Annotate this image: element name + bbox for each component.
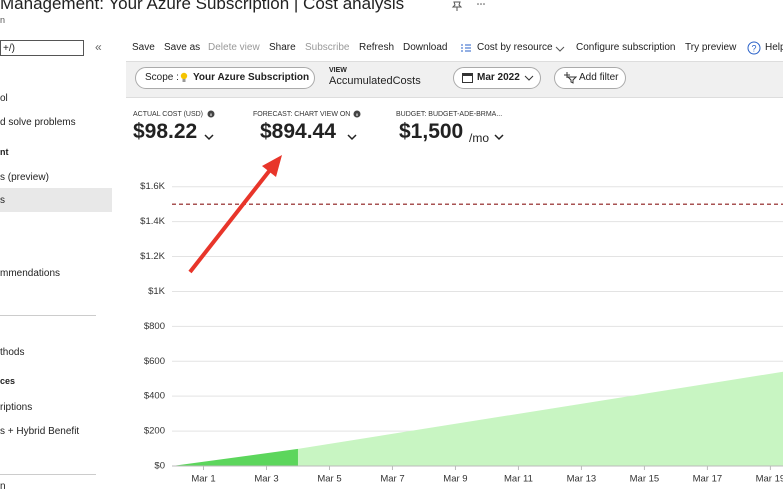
kpi-label: BUDGET: BUDGET-ADE-BRMA... xyxy=(396,111,503,118)
bulb-icon xyxy=(180,72,188,82)
x-tick-label: Mar 1 xyxy=(191,474,215,485)
y-tick-label: $1.4K xyxy=(140,216,165,227)
toolbar-button[interactable]: Help xyxy=(765,42,783,53)
toolbar-button[interactable]: Save xyxy=(132,42,155,53)
x-tick-label: Mar 19 xyxy=(756,474,783,485)
toolbar-button[interactable]: Delete view xyxy=(208,42,260,53)
page-subtitle: n xyxy=(0,15,6,25)
nav-item[interactable]: s + Hybrid Benefit xyxy=(0,426,80,437)
info-icon xyxy=(207,110,215,118)
kpi-label: FORECAST: CHART VIEW ON xyxy=(253,111,351,118)
toolbar-button[interactable]: Share xyxy=(269,42,296,53)
separator xyxy=(0,315,96,316)
info-icon xyxy=(353,110,361,118)
y-tick-label: $800 xyxy=(144,321,165,332)
page-title: Management: Your Azure Subscription | Co… xyxy=(0,0,405,13)
chevron xyxy=(524,75,534,81)
area xyxy=(172,448,298,466)
scope-label: Scope : xyxy=(145,72,179,83)
calendar-icon xyxy=(462,73,473,83)
nav-item[interactable]: s (preview) xyxy=(0,172,49,183)
nav-item[interactable]: mmendations xyxy=(0,268,61,279)
filter-icon xyxy=(564,72,577,84)
help-icon: ? xyxy=(747,41,761,55)
chevron xyxy=(347,134,357,141)
kpi-unit: /mo xyxy=(469,131,490,145)
toolbar-button[interactable]: Try preview xyxy=(685,42,737,53)
date-pill[interactable]: Mar 2022 xyxy=(453,67,541,89)
toolbar-button[interactable]: Refresh xyxy=(359,42,395,53)
date-value: Mar 2022 xyxy=(477,72,520,83)
nav-item[interactable]: s xyxy=(0,195,5,206)
nav-item[interactable]: n xyxy=(0,481,6,492)
x-tick-label: Mar 7 xyxy=(380,474,404,485)
y-tick-label: $1.2K xyxy=(140,251,165,262)
view-value[interactable]: AccumulatedCosts xyxy=(329,75,421,87)
y-tick-label: $1K xyxy=(148,286,166,297)
title-icons[interactable] xyxy=(450,0,490,12)
view-label: VIEW xyxy=(329,67,347,74)
toolbar-button[interactable]: Download xyxy=(403,42,448,53)
y-tick-label: $1.6K xyxy=(140,181,165,192)
chevron xyxy=(204,134,214,141)
y-tick-label: $400 xyxy=(144,391,165,402)
toolbar-button[interactable]: Configure subscription xyxy=(576,42,676,53)
nav-selected-bg xyxy=(0,188,112,212)
nav-item[interactable]: thods xyxy=(0,347,25,358)
scope-pill[interactable]: Scope : Your Azure Subscription xyxy=(135,67,315,89)
toolbar-button[interactable]: Save as xyxy=(164,42,201,53)
svg-text:?: ? xyxy=(751,43,756,53)
kpi-value: $1,500 xyxy=(399,120,464,143)
collapse-button[interactable]: « xyxy=(95,40,102,54)
red-arrowhead xyxy=(262,155,282,177)
y-tick-label: $0 xyxy=(154,461,165,472)
search-box[interactable]: +/) xyxy=(0,40,84,56)
toolbar-button[interactable]: Cost by resource xyxy=(477,42,553,53)
toolbar-button[interactable]: Subscribe xyxy=(305,42,350,53)
kpi-label: ACTUAL COST (USD) xyxy=(133,111,204,118)
nav-item[interactable]: riptions xyxy=(0,402,33,413)
x-tick-label: Mar 3 xyxy=(254,474,278,485)
x-tick-label: Mar 13 xyxy=(567,474,597,485)
add-filter-pill[interactable]: Add filter xyxy=(554,67,626,89)
kpi-value: $894.44 xyxy=(260,120,336,143)
add-filter-label: Add filter xyxy=(579,72,619,83)
kpi-value: $98.22 xyxy=(133,120,198,143)
x-tick-label: Mar 11 xyxy=(504,474,533,485)
area xyxy=(297,371,783,466)
nav-section: ces xyxy=(0,376,16,386)
chevron xyxy=(555,46,565,52)
x-tick-label: Mar 15 xyxy=(630,474,660,485)
nav-item[interactable]: ol xyxy=(0,93,8,104)
red-arrow xyxy=(188,168,272,274)
x-tick-label: Mar 17 xyxy=(693,474,723,485)
nav-section: nt xyxy=(0,147,9,157)
nav-item[interactable]: d solve problems xyxy=(0,117,76,128)
y-tick-label: $600 xyxy=(144,356,165,367)
x-tick-label: Mar 5 xyxy=(317,474,341,485)
separator xyxy=(0,474,96,475)
list-icon xyxy=(461,44,471,52)
scope-value: Your Azure Subscription xyxy=(193,72,310,83)
x-tick-label: Mar 9 xyxy=(443,474,467,485)
y-tick-label: $200 xyxy=(144,426,165,437)
chevron xyxy=(494,134,504,141)
